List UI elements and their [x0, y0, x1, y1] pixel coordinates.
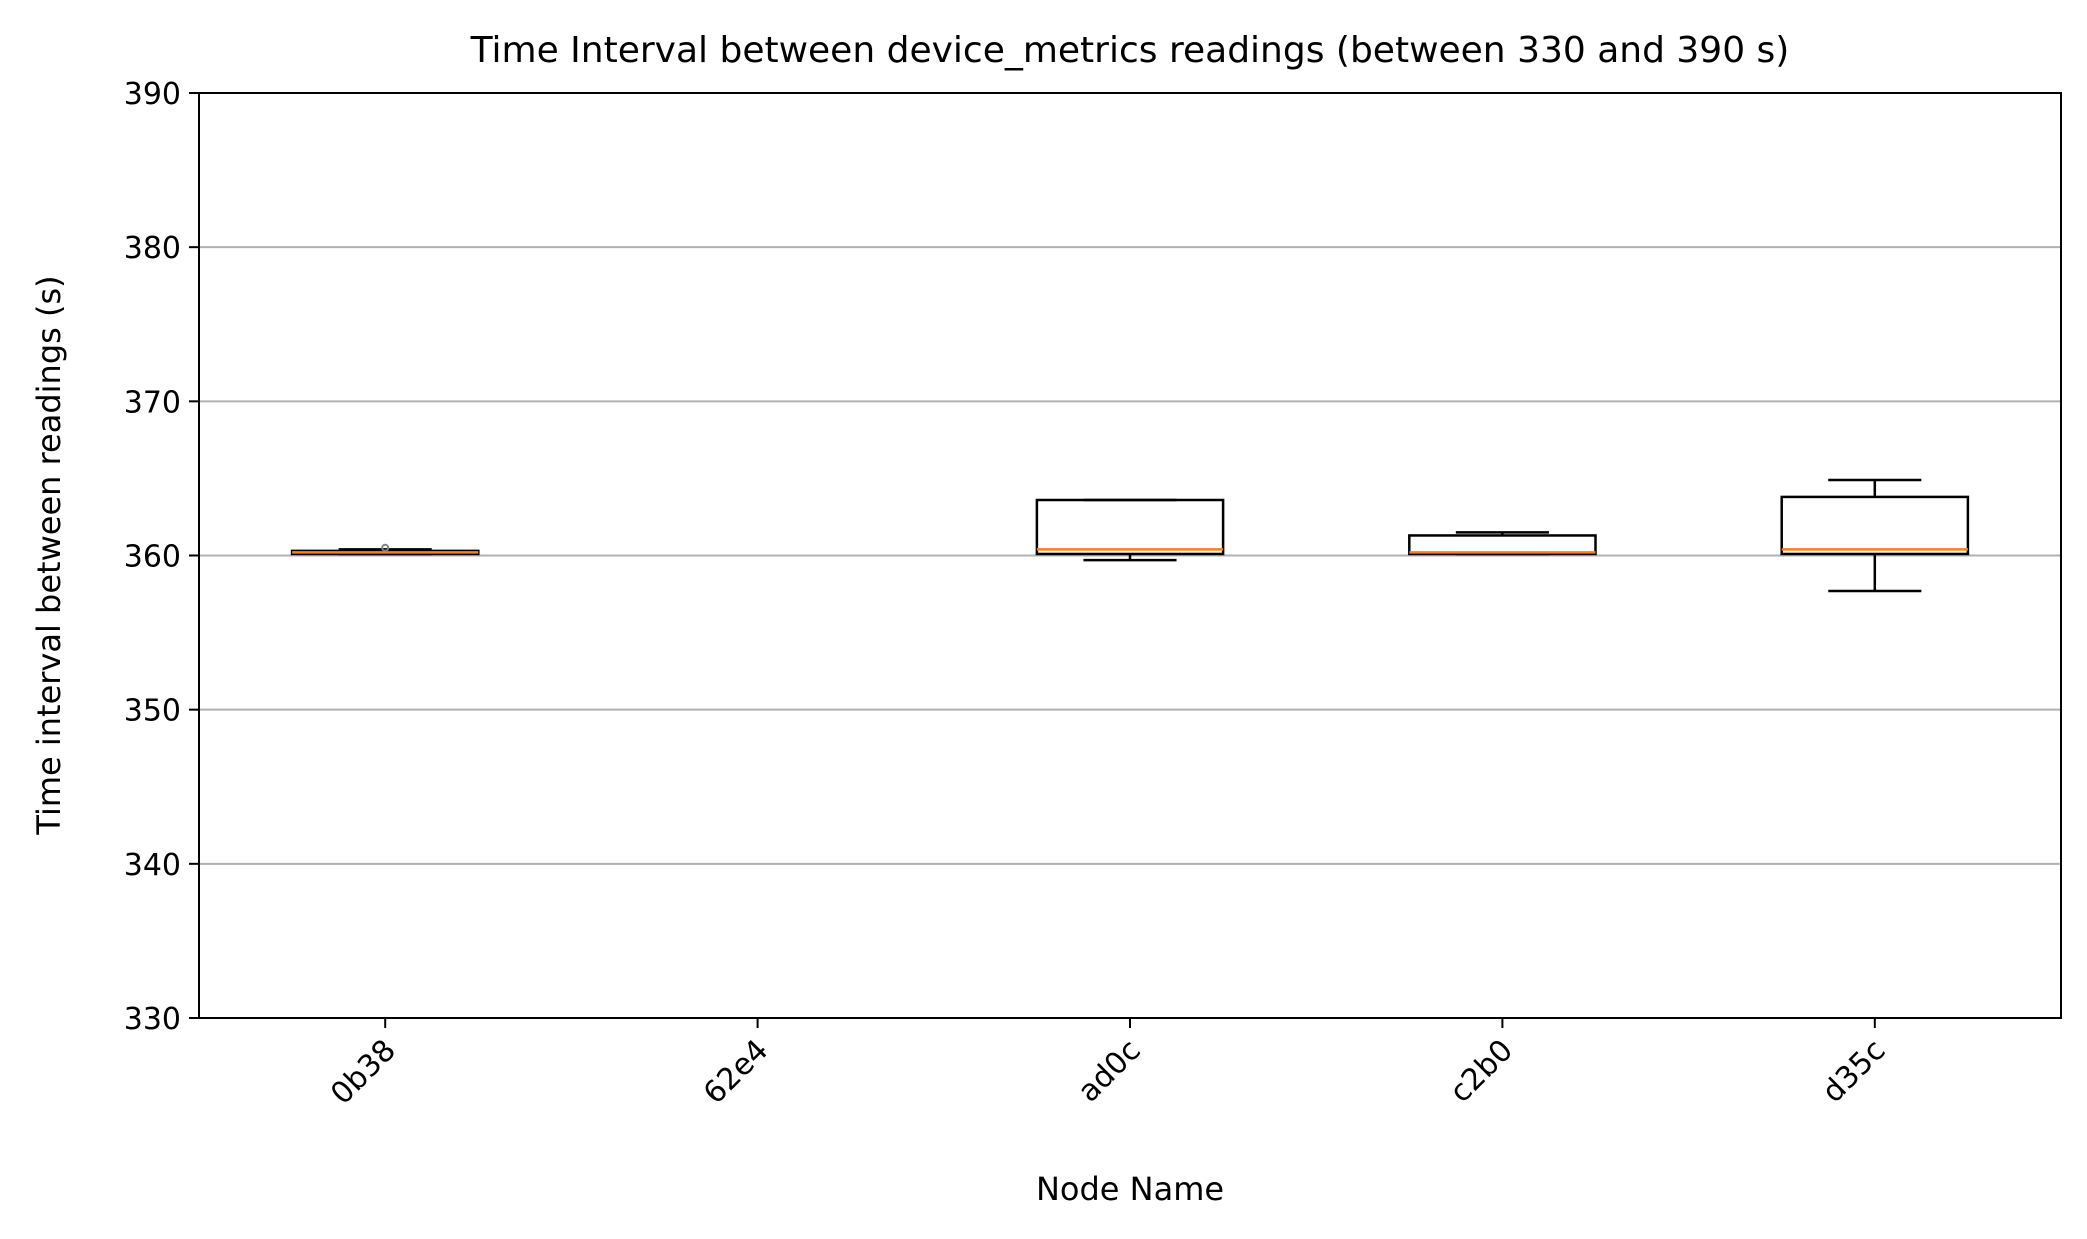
- y-tick-label: 330: [124, 1002, 181, 1037]
- x-tick-label: 62e4: [697, 1033, 775, 1111]
- flier-point: [381, 543, 390, 552]
- box-0b38: [290, 543, 480, 556]
- x-axis-label: Node Name: [1036, 1170, 1224, 1208]
- box-c2b0: [1408, 531, 1597, 556]
- x-tick-label: d35c: [1816, 1033, 1893, 1110]
- x-tick-label: ad0c: [1071, 1033, 1147, 1109]
- iqr-box: [1780, 495, 1970, 556]
- chart-title: Time Interval between device_metrics rea…: [470, 30, 1790, 71]
- y-tick-label: 380: [124, 231, 181, 266]
- iqr-box: [1408, 534, 1597, 556]
- x-tick-label: 0b38: [324, 1033, 403, 1112]
- y-tick-label: 390: [124, 77, 181, 112]
- y-tick-label: 360: [124, 540, 181, 575]
- y-tick-label: 340: [124, 848, 181, 883]
- box-ad0c: [1035, 498, 1225, 562]
- box-d35c: [1780, 478, 1970, 593]
- x-tick-label: c2b0: [1443, 1033, 1520, 1110]
- iqr-box: [1035, 498, 1225, 556]
- y-tick-label: 350: [124, 694, 181, 729]
- y-axis-label: Time interval between readings (s): [30, 275, 68, 835]
- x-axis-ticks: 0b38 62e4 ad0c c2b0 d35c: [324, 1018, 1892, 1112]
- y-axis-ticks: 330 340 350 360 370 380 390: [124, 77, 199, 1037]
- y-tick-label: 370: [124, 385, 181, 420]
- boxes: [290, 478, 1970, 593]
